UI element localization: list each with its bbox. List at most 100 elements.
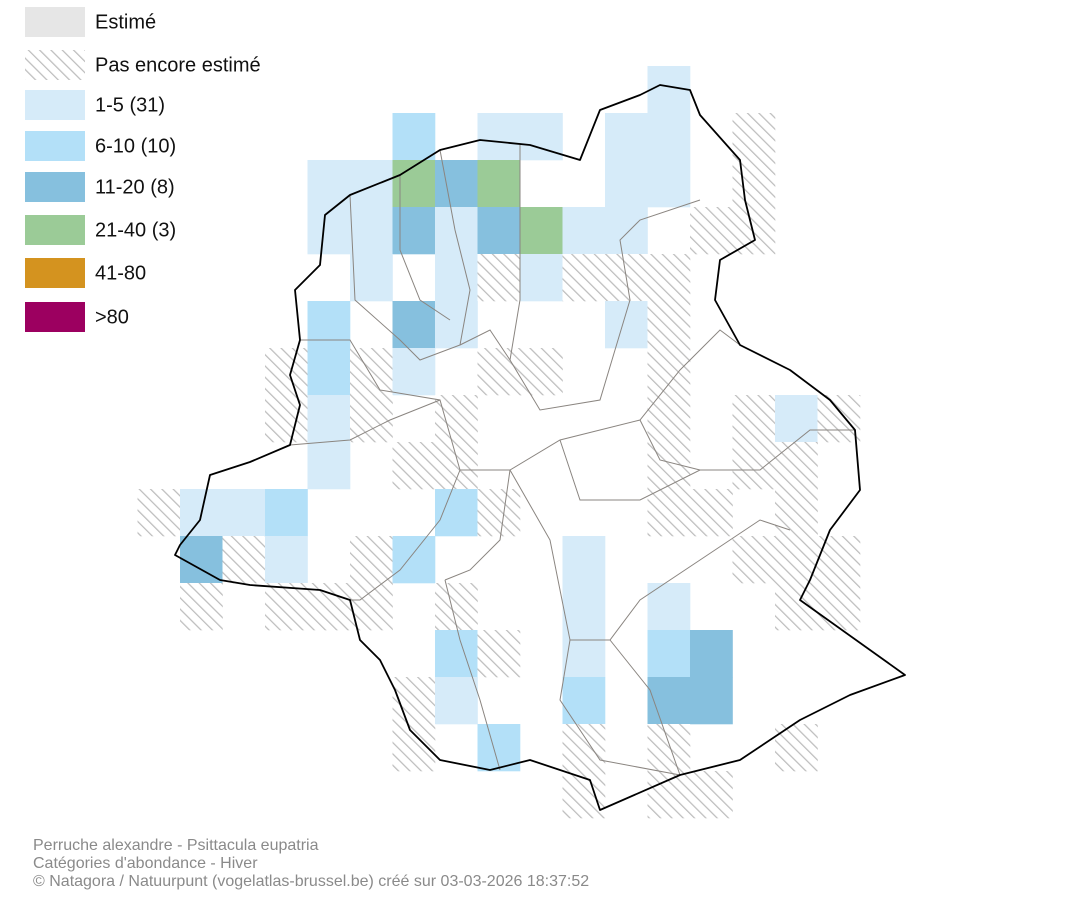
- grid-cell: [732, 160, 776, 208]
- grid-cell: [690, 630, 733, 678]
- grid-cell: [647, 254, 691, 302]
- grid-cell: [775, 489, 818, 537]
- grid-cell: [477, 113, 521, 161]
- legend-swatch: [25, 215, 85, 245]
- grid-cell: [732, 536, 776, 584]
- grid-cell: [222, 489, 266, 537]
- grid-cell: [435, 301, 478, 349]
- grid-cell: [562, 677, 606, 725]
- grid-cell: [775, 724, 818, 772]
- grid-cell: [435, 489, 478, 537]
- grid-cell: [392, 442, 436, 490]
- grid-cell: [307, 301, 351, 349]
- grid-cell: [520, 254, 563, 302]
- footer-line: © Natagora / Natuurpunt (vogelatlas-brus…: [33, 873, 589, 890]
- legend-label: Pas encore estimé: [95, 54, 261, 76]
- legend-swatch: [25, 50, 85, 80]
- grid-cell: [562, 724, 606, 772]
- grid-cell: [180, 536, 223, 584]
- grid-cell: [392, 113, 436, 161]
- grid-cell: [605, 207, 648, 255]
- grid-cell: [307, 442, 351, 490]
- grid-cell: [137, 489, 181, 537]
- grid-cell: [307, 395, 351, 443]
- grid-cell: [350, 254, 393, 302]
- grid-cell: [690, 771, 733, 819]
- grid-cell: [647, 724, 691, 772]
- grid-cell: [775, 442, 818, 490]
- grid-cell: [265, 348, 308, 396]
- legend-label: 6-10 (10): [95, 135, 176, 157]
- legend-label: >80: [95, 306, 129, 328]
- grid-cell: [775, 536, 818, 584]
- grid-cell: [562, 536, 606, 584]
- grid-cell: [817, 583, 861, 631]
- grid-cell: [435, 630, 478, 678]
- grid-cell: [605, 160, 648, 208]
- grid-cell: [817, 395, 861, 443]
- footer: Perruche alexandre - Psittacula eupatria…: [33, 837, 589, 890]
- legend-swatch: [25, 131, 85, 161]
- grid-cell: [180, 583, 223, 631]
- grid-cell: [307, 348, 351, 396]
- grid-cell: [647, 677, 691, 725]
- grid-cell: [435, 395, 478, 443]
- grid-cell: [477, 348, 521, 396]
- grid-cell: [562, 583, 606, 631]
- legend-swatch: [25, 7, 85, 37]
- grid-cell: [435, 160, 478, 208]
- grid-cell: [477, 630, 521, 678]
- grid-cell: [520, 207, 563, 255]
- grid-cell: [222, 536, 266, 584]
- legend-label: 21-40 (3): [95, 219, 176, 241]
- grid-cell: [732, 395, 776, 443]
- grid-cell: [775, 395, 818, 443]
- grid-cell: [647, 395, 691, 443]
- grid-cell: [307, 207, 351, 255]
- legend-label: 1-5 (31): [95, 94, 165, 116]
- grid-cell: [265, 583, 308, 631]
- grid-cell: [647, 583, 691, 631]
- grid-cell: [732, 442, 776, 490]
- grid-cell: [392, 207, 436, 255]
- grid-cell: [392, 301, 436, 349]
- municipality-borders: [289, 145, 855, 776]
- grid-cell: [435, 207, 478, 255]
- grid-cell: [265, 489, 308, 537]
- legend-label: 11-20 (8): [95, 176, 175, 198]
- grid-cell: [732, 113, 776, 161]
- grid-cell: [435, 254, 478, 302]
- grid-cell: [265, 536, 308, 584]
- grid-cell: [647, 113, 691, 161]
- footer-line: Catégories d'abondance - Hiver: [33, 855, 258, 872]
- grid-cell: [265, 395, 308, 443]
- grid-cell: [690, 207, 733, 255]
- grid-cell: [647, 771, 691, 819]
- grid-cell: [605, 301, 648, 349]
- grid-cell: [435, 442, 478, 490]
- grid-cell: [775, 583, 818, 631]
- grid-cell: [350, 348, 393, 396]
- grid-cell: [477, 160, 521, 208]
- grid-cell: [520, 348, 563, 396]
- legend-label: 41-80: [95, 262, 146, 284]
- grid-cell: [392, 536, 436, 584]
- grid-cell: [647, 301, 691, 349]
- grid-cell: [690, 489, 733, 537]
- legend-swatch: [25, 258, 85, 288]
- legend-swatch: [25, 302, 85, 332]
- footer-line: Perruche alexandre - Psittacula eupatria: [33, 837, 319, 854]
- legend-swatch: [25, 172, 85, 202]
- grid-cell: [732, 207, 776, 255]
- grid-cell: [647, 348, 691, 396]
- grid-cell: [307, 583, 351, 631]
- grid-cell: [392, 348, 436, 396]
- grid-cell: [350, 207, 393, 255]
- legend-label: Estimé: [95, 11, 156, 33]
- grid-cell: [690, 677, 733, 725]
- legend-swatch: [25, 90, 85, 120]
- grid-cell: [647, 160, 691, 208]
- grid-cell: [477, 489, 521, 537]
- grid-cell: [435, 583, 478, 631]
